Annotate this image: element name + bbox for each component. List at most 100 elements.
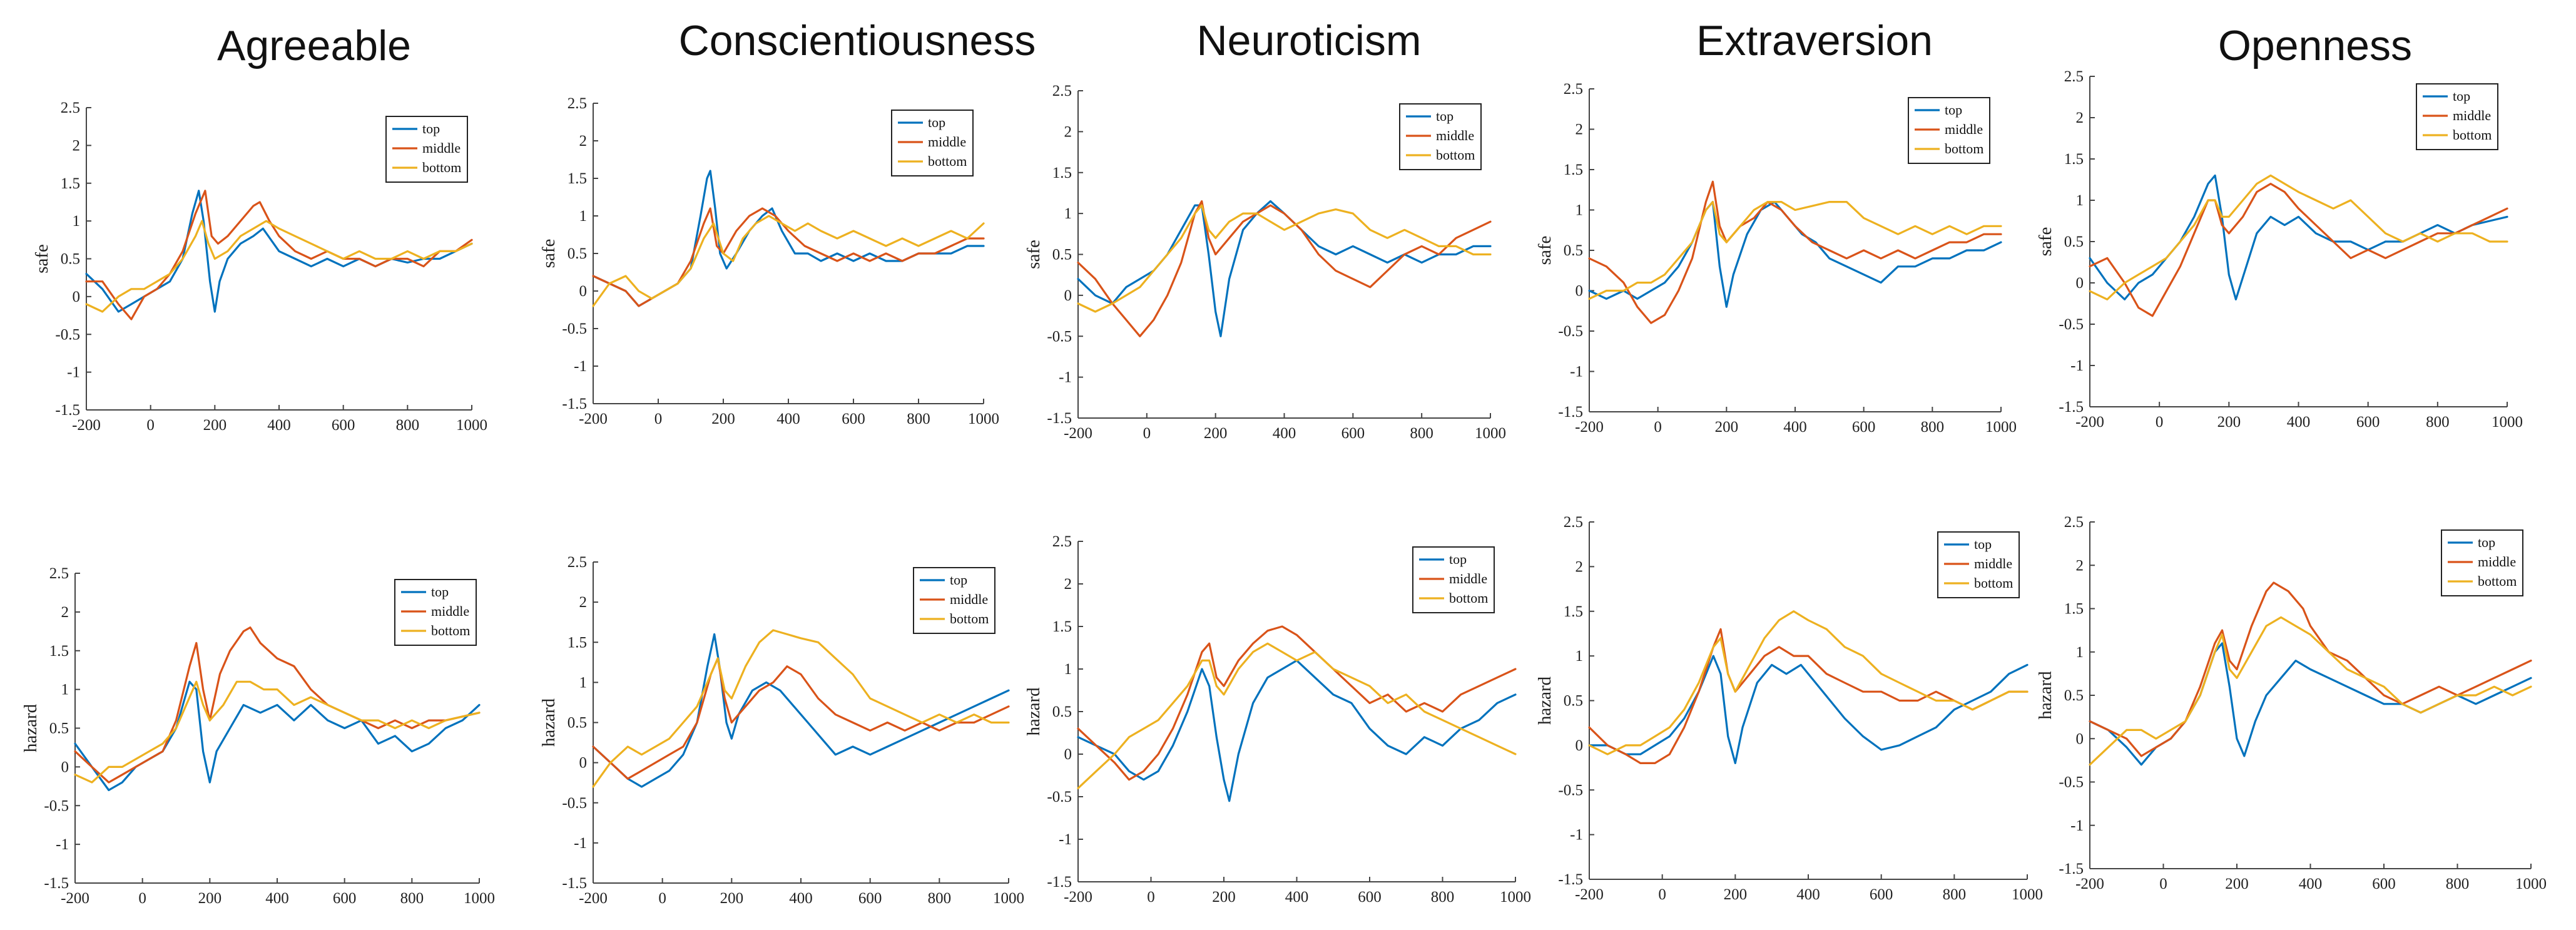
y-axis-label: safe xyxy=(1535,236,1555,265)
series-line-bottom xyxy=(592,215,985,307)
y-tick-label: -1 xyxy=(1059,369,1072,386)
y-tick-label: 2 xyxy=(2076,110,2084,126)
y-tick-label: 2 xyxy=(579,594,588,611)
chart-panel-8: -1.5 -1 -0.5 0 0.5 1 1.5 2 2.5 -200 0 200 400 600 800 1… xyxy=(2035,68,2523,431)
series-line-bottom xyxy=(1588,201,2002,300)
x-tick-label: 400 xyxy=(2287,414,2311,431)
y-tick-label: 0 xyxy=(73,289,81,305)
y-tick-label: 2 xyxy=(1064,576,1072,593)
x-tick-label: 200 xyxy=(711,411,735,427)
x-tick-label: 0 xyxy=(2159,876,2167,892)
series-line-top xyxy=(74,680,481,792)
x-tick-label: 400 xyxy=(1285,889,1309,906)
legend-label-top: top xyxy=(950,572,967,588)
x-tick-label: 400 xyxy=(1796,886,1820,903)
x-tick-label: 400 xyxy=(2299,876,2323,892)
y-tick-label: 0 xyxy=(1064,287,1072,304)
chart-panel-5: -1.5 -1 -0.5 0 0.5 1 1.5 2 2.5 -200 0 200 400 600 800 1… xyxy=(1024,533,1531,906)
y-tick-label: -0.5 xyxy=(55,326,80,343)
y-axis-label: safe xyxy=(1024,240,1044,269)
y-tick-label: 1.5 xyxy=(2064,151,2084,168)
x-tick-label: 1000 xyxy=(464,890,495,907)
legend-label-bottom: bottom xyxy=(950,611,989,626)
legend-label-bottom: bottom xyxy=(1436,147,1475,163)
x-tick-label: 1000 xyxy=(456,417,487,434)
y-tick-label: 1 xyxy=(1064,205,1072,222)
legend-label-bottom: bottom xyxy=(2478,573,2517,589)
x-tick-label: 600 xyxy=(1341,425,1365,442)
chart-panel-4: -1.5 -1 -0.5 0 0.5 1 1.5 2 2.5 -200 0 200 400 600 800 1… xyxy=(1024,83,1506,442)
y-tick-label: 2 xyxy=(1576,121,1584,138)
y-axis-label: safe xyxy=(32,244,52,273)
x-tick-label: 800 xyxy=(1921,419,1945,436)
legend-label-bottom: bottom xyxy=(1945,141,1983,156)
x-tick-label: -200 xyxy=(2075,876,2104,892)
y-tick-label: 2 xyxy=(579,133,588,150)
panels: -1.5-1-0.500.511.522.5-200 0 200 400 600 800 1… xyxy=(21,68,2547,907)
y-tick-label: 0 xyxy=(1064,746,1072,763)
legend-label-middle: middle xyxy=(1945,121,1983,137)
y-tick-label: -1.5 xyxy=(2059,861,2084,877)
x-tick-label: 600 xyxy=(1358,889,1382,906)
y-tick-label: 2.5 xyxy=(61,100,80,116)
y-axis-label: safe xyxy=(2035,227,2055,257)
y-tick-label: 2.5 xyxy=(568,95,587,112)
legend-label-bottom: bottom xyxy=(928,153,967,169)
y-tick-label: 2.5 xyxy=(568,554,587,571)
series-line-middle xyxy=(1588,628,2029,765)
y-tick-label: -1 xyxy=(56,836,69,853)
y-tick-label: 2.5 xyxy=(1052,533,1072,550)
y-tick-label: 0 xyxy=(579,755,588,772)
y-tick-label: 2 xyxy=(2076,557,2084,574)
y-axis-label: hazard xyxy=(1024,687,1044,736)
y-tick-label: 0.5 xyxy=(568,245,587,262)
x-tick-label: 400 xyxy=(1783,419,1807,436)
y-tick-label: 2.5 xyxy=(1052,83,1072,100)
series-line-bottom xyxy=(592,629,1010,788)
x-tick-label: 200 xyxy=(720,890,744,907)
legend-label-middle: middle xyxy=(2453,108,2491,123)
x-tick-label: 400 xyxy=(267,417,291,434)
x-tick-label: -200 xyxy=(1064,889,1092,906)
y-tick-label: -0.5 xyxy=(44,797,69,814)
y-tick-label: 0.5 xyxy=(1052,247,1072,263)
y-tick-label: 0 xyxy=(579,283,588,300)
legend-label-bottom: bottom xyxy=(422,160,461,175)
y-tick-label: -1.5 xyxy=(1047,410,1072,427)
title-extraversion: Extraversion xyxy=(1696,17,1933,64)
y-tick-label: 1.5 xyxy=(1052,618,1072,635)
series-line-top xyxy=(1588,655,2029,765)
y-tick-label: 0 xyxy=(2076,275,2084,292)
chart-panel-2: -1.5 -1 -0.5 0 0.5 1 1.5 2 2.5 -200 0 200 400 600 800 1… xyxy=(539,95,999,427)
series-line-middle xyxy=(592,657,1010,780)
legend-label-top: top xyxy=(928,115,945,130)
x-tick-label: -200 xyxy=(1064,425,1092,442)
y-tick-label: -0.5 xyxy=(562,320,587,337)
x-tick-label: 600 xyxy=(2356,414,2380,431)
y-tick-label: -0.5 xyxy=(1047,328,1072,345)
x-tick-label: 800 xyxy=(1431,889,1455,906)
legend-label-bottom: bottom xyxy=(1974,575,2013,591)
legend-label-top: top xyxy=(1945,102,1962,118)
chart-panel-7: -1.5 -1 -0.5 0 0.5 1 1.5 2 2.5 -200 0 200 400 600 800 1… xyxy=(1535,514,2043,903)
chart-panel-1: -1.5 -1 -0.5 0 0.5 1 1.5 2 2.5 -200 0 200 400 600 800 1… xyxy=(21,565,495,907)
x-tick-label: 800 xyxy=(396,417,420,434)
y-tick-label: -1.5 xyxy=(562,396,587,412)
chart-panel-3: -1.5 -1 -0.5 0 0.5 1 1.5 2 2.5 -200 0 200 400 600 800 1… xyxy=(539,554,1024,907)
y-tick-label: -1 xyxy=(1059,831,1072,848)
y-tick-label: -0.5 xyxy=(562,795,587,812)
x-tick-label: 400 xyxy=(1273,425,1296,442)
x-tick-label: 1000 xyxy=(968,411,999,427)
x-tick-label: 600 xyxy=(333,890,357,907)
x-tick-label: 200 xyxy=(2225,876,2249,892)
x-tick-label: 200 xyxy=(1715,419,1739,436)
legend-label-bottom: bottom xyxy=(1449,590,1488,606)
title-conscientiousness: Conscientiousness xyxy=(679,17,1036,64)
x-tick-label: -200 xyxy=(2075,414,2104,431)
x-tick-label: 400 xyxy=(265,890,289,907)
x-tick-label: 1000 xyxy=(993,890,1024,907)
y-tick-label: -1.5 xyxy=(1047,874,1072,891)
legend-label-middle: middle xyxy=(928,134,966,150)
y-tick-label: 2.5 xyxy=(1564,81,1583,98)
